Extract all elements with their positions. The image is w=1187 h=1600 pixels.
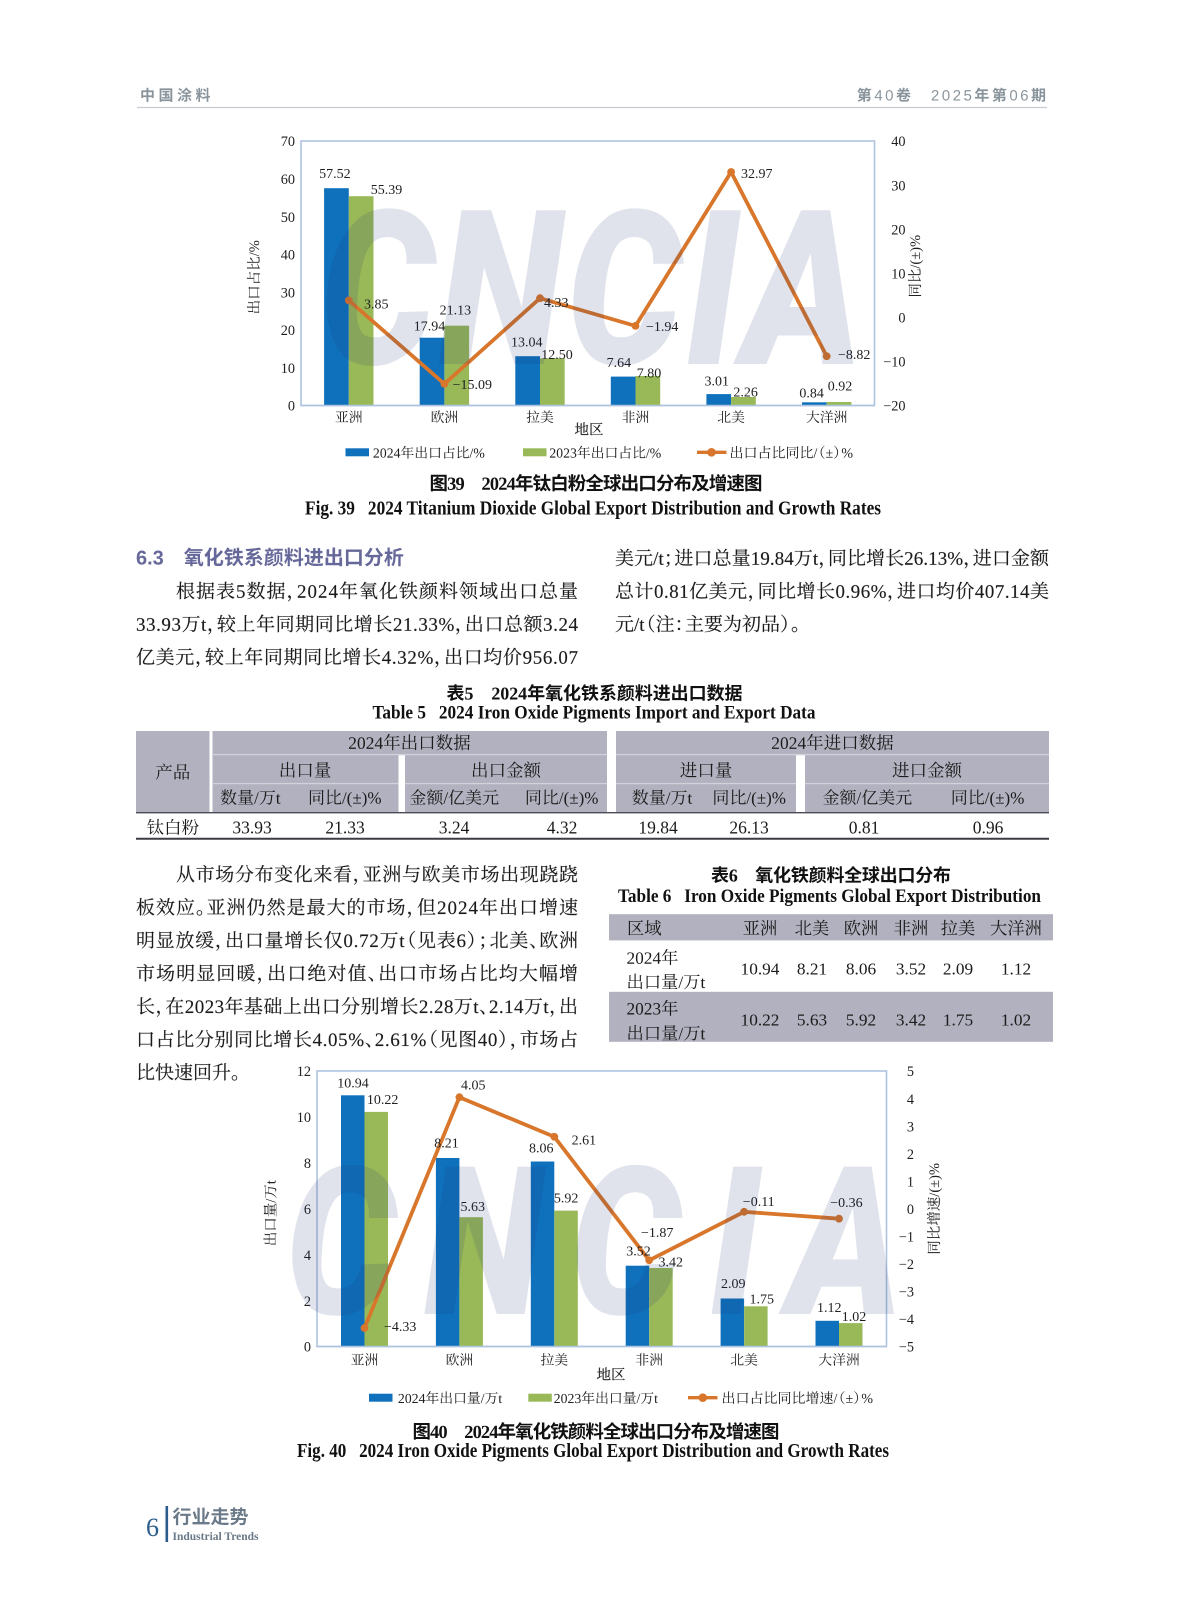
- svg-text:Industrial Trends: Industrial Trends: [173, 1531, 259, 1543]
- svg-text:8.21: 8.21: [797, 959, 827, 978]
- svg-text:3: 3: [907, 1119, 914, 1135]
- svg-text:4: 4: [907, 1092, 914, 1108]
- svg-text:70: 70: [281, 134, 295, 150]
- svg-text:0.81: 0.81: [849, 818, 880, 838]
- svg-text:57.52: 57.52: [319, 167, 351, 182]
- svg-text:0.96: 0.96: [973, 818, 1004, 838]
- svg-text:8.06: 8.06: [529, 1142, 554, 1157]
- svg-text:8.06: 8.06: [846, 959, 877, 978]
- svg-text:5.63: 5.63: [797, 1011, 827, 1030]
- svg-text:5.92: 5.92: [554, 1191, 579, 1206]
- svg-text:4.05: 4.05: [461, 1079, 486, 1094]
- svg-text:−10: −10: [883, 355, 905, 371]
- svg-text:Table 5 2024 Iron Oxide Pigm: Table 5 2024 Iron Oxide Pigments Import …: [373, 703, 816, 724]
- svg-text:2: 2: [907, 1147, 914, 1163]
- svg-text:−20: −20: [883, 399, 905, 415]
- svg-text:10.22: 10.22: [367, 1093, 399, 1108]
- svg-text:1: 1: [907, 1174, 914, 1190]
- svg-text:10.94: 10.94: [337, 1076, 369, 1091]
- svg-text:12.50: 12.50: [541, 348, 573, 363]
- svg-text:21.33: 21.33: [325, 818, 365, 838]
- svg-text:1.12: 1.12: [817, 1301, 842, 1316]
- svg-text:0.92: 0.92: [828, 379, 853, 394]
- svg-text:12: 12: [297, 1064, 311, 1080]
- svg-text:10: 10: [297, 1110, 311, 1126]
- svg-text:3.42: 3.42: [896, 1011, 926, 1030]
- svg-text:1.12: 1.12: [1001, 959, 1031, 978]
- svg-text:−1: −1: [899, 1230, 914, 1246]
- svg-text:3.24: 3.24: [439, 818, 470, 838]
- svg-text:20: 20: [891, 222, 905, 238]
- svg-text:3.85: 3.85: [364, 298, 389, 313]
- svg-text:8: 8: [304, 1156, 311, 1172]
- svg-text:−5: −5: [899, 1340, 914, 1356]
- svg-text:3.01: 3.01: [704, 375, 729, 390]
- svg-text:0.84: 0.84: [799, 387, 824, 402]
- svg-text:20: 20: [281, 323, 295, 339]
- svg-text:5.92: 5.92: [846, 1011, 876, 1030]
- svg-text:−1.87: −1.87: [641, 1226, 673, 1241]
- svg-text:7.80: 7.80: [637, 366, 662, 381]
- svg-text:40: 40: [281, 248, 295, 264]
- svg-text:Table 6 Iron Oxide Pigments: Table 6 Iron Oxide Pigments Global Expor…: [618, 886, 1041, 907]
- svg-text:0: 0: [907, 1202, 914, 1218]
- svg-text:55.39: 55.39: [371, 183, 403, 198]
- svg-text:19.84: 19.84: [638, 818, 678, 838]
- svg-text:10: 10: [281, 361, 295, 377]
- svg-text:50: 50: [281, 210, 295, 226]
- svg-text:8.21: 8.21: [434, 1137, 459, 1152]
- svg-text:60: 60: [281, 172, 295, 188]
- svg-text:0: 0: [898, 311, 905, 327]
- svg-text:−4.33: −4.33: [384, 1320, 416, 1335]
- svg-text:30: 30: [281, 285, 295, 301]
- svg-text:1.02: 1.02: [842, 1310, 867, 1325]
- svg-text:−2: −2: [899, 1257, 914, 1273]
- svg-text:32.97: 32.97: [741, 167, 773, 182]
- svg-text:0: 0: [304, 1340, 311, 1356]
- svg-text:1.75: 1.75: [943, 1011, 973, 1030]
- svg-text:5: 5: [907, 1064, 914, 1080]
- svg-text:0: 0: [288, 399, 295, 415]
- svg-text:3.52: 3.52: [896, 959, 926, 978]
- svg-text:26.13: 26.13: [729, 818, 769, 838]
- svg-text:10.94: 10.94: [741, 959, 780, 978]
- svg-text:40: 40: [891, 134, 905, 150]
- svg-text:4.32: 4.32: [547, 818, 578, 838]
- svg-text:6: 6: [146, 1513, 159, 1542]
- svg-text:−15.09: −15.09: [453, 378, 492, 393]
- svg-text:−4: −4: [899, 1312, 914, 1328]
- svg-text:33.93: 33.93: [232, 818, 272, 838]
- svg-text:Fig. 40 2024 Iron Oxide Pigm: Fig. 40 2024 Iron Oxide Pigments Global …: [297, 1441, 889, 1462]
- svg-text:1.75: 1.75: [749, 1292, 774, 1307]
- svg-text:30: 30: [891, 178, 905, 194]
- svg-text:10.22: 10.22: [741, 1011, 780, 1030]
- svg-text:10: 10: [891, 266, 905, 282]
- svg-text:−3: −3: [899, 1285, 914, 1301]
- svg-text:3.52: 3.52: [626, 1245, 651, 1260]
- svg-text:1.02: 1.02: [1001, 1011, 1031, 1030]
- svg-text:Fig. 39 2024 Titanium Dioxid: Fig. 39 2024 Titanium Dioxide Global Exp…: [305, 499, 881, 520]
- svg-text:2.61: 2.61: [572, 1133, 597, 1148]
- svg-text:2.09: 2.09: [943, 959, 973, 978]
- svg-text:2.26: 2.26: [733, 385, 758, 400]
